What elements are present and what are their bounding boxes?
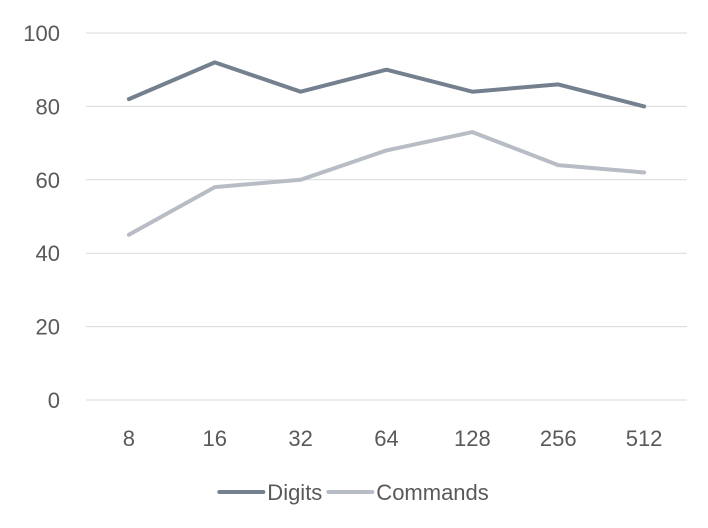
legend: Digits Commands	[217, 480, 489, 505]
series-line-commands	[126, 130, 647, 237]
series-lines	[126, 60, 647, 237]
x-tick-label: 64	[374, 426, 398, 451]
legend-item-commands: Commands	[326, 480, 489, 505]
series-line-digits	[126, 60, 647, 109]
x-tick-label: 16	[203, 426, 227, 451]
y-axis-tick-labels: 0 20 40 60 80 100	[23, 21, 60, 413]
x-axis-tick-labels: 8 16 32 64 128 256 512	[123, 426, 663, 451]
x-tick-label: 8	[123, 426, 135, 451]
legend-label: Commands	[376, 480, 488, 505]
y-tick-label: 20	[36, 315, 60, 340]
legend-label: Digits	[267, 480, 322, 505]
x-tick-label: 512	[626, 426, 663, 451]
x-tick-label: 128	[454, 426, 491, 451]
y-tick-label: 80	[36, 94, 60, 119]
legend-item-digits: Digits	[217, 480, 322, 505]
y-tick-label: 0	[48, 388, 60, 413]
x-tick-label: 256	[540, 426, 577, 451]
y-tick-label: 100	[23, 21, 60, 46]
x-tick-label: 32	[288, 426, 312, 451]
y-tick-label: 60	[36, 168, 60, 193]
gridlines	[86, 32, 687, 401]
y-tick-label: 40	[36, 241, 60, 266]
